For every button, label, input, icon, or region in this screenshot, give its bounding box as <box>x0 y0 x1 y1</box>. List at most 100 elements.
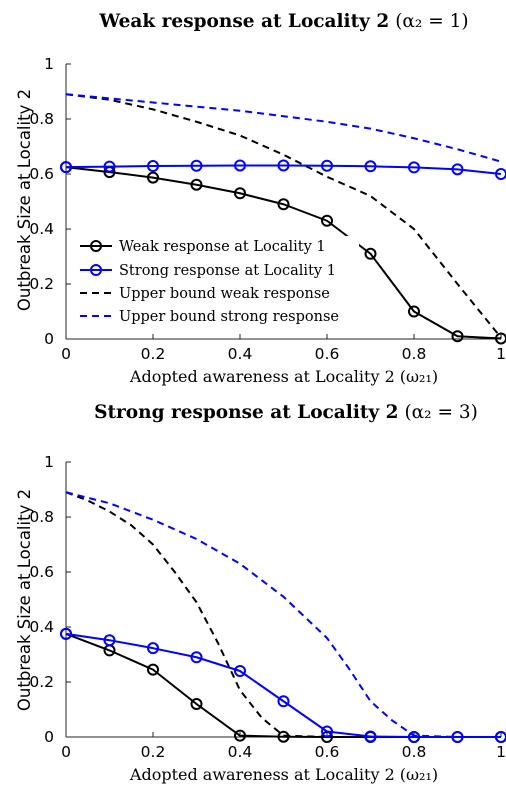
y-tick-label: 0.4 <box>29 618 54 636</box>
data-point <box>60 627 72 640</box>
series-1 <box>60 627 506 743</box>
data-point <box>321 159 333 172</box>
y-axis-label: Outbreak Size at Locality 2 <box>15 89 34 311</box>
data-point <box>277 198 290 211</box>
axes: 0 0.2 0.4 0.6 0.8 1 0 0.2 0.4 0.6 0.8 1 <box>29 55 506 363</box>
chart-title-main: Weak response at Locality 2 <box>98 11 389 32</box>
data-point <box>234 665 246 677</box>
series-2 <box>60 159 506 180</box>
y-tick-label: 0 <box>44 330 54 348</box>
data-point <box>147 160 159 173</box>
x-tick-label: 0.4 <box>228 345 253 363</box>
y-axis-label: Outbreak Size at Locality 2 <box>15 489 34 711</box>
x-tick-label: 0.2 <box>141 743 166 761</box>
data-point <box>60 161 72 174</box>
data-point <box>408 731 420 743</box>
axes: 0 0.2 0.4 0.6 0.8 1 0 0.2 0.4 0.6 0.8 1 <box>29 453 506 761</box>
series-line <box>65 632 501 738</box>
y-tick-label: 0.2 <box>29 673 54 691</box>
data-point <box>364 247 377 260</box>
series-4 <box>65 93 502 163</box>
data-point <box>147 171 159 184</box>
y-tick-label: 0.2 <box>29 275 54 293</box>
series-line <box>65 632 501 738</box>
data-point <box>495 332 506 345</box>
x-tick-label: 0.8 <box>402 743 427 761</box>
data-point <box>364 730 377 743</box>
legend-swatch-marker <box>90 264 102 276</box>
series-2 <box>60 627 506 743</box>
data-point <box>408 305 420 318</box>
data-point <box>321 725 333 738</box>
series-line <box>65 491 501 738</box>
chart-panel-weak: Weak response at Locality 2 (α₂ = 1) Outb… <box>15 11 506 386</box>
data-point <box>364 160 377 173</box>
data-point <box>321 214 333 227</box>
chart-title-math: (α₂ = 3) <box>404 402 477 423</box>
y-tick-label: 1 <box>44 453 54 471</box>
series-line <box>65 93 502 339</box>
y-tick-label: 0 <box>44 728 54 746</box>
series-line <box>65 164 502 175</box>
y-tick-label: 0.6 <box>29 563 54 581</box>
legend-label: Strong response at Locality 1 <box>119 263 336 279</box>
data-point <box>147 663 159 676</box>
x-tick-label: 0.6 <box>315 345 340 363</box>
y-tick-label: 0.6 <box>29 165 54 183</box>
legend-label: Upper bound strong response <box>119 309 339 325</box>
data-point <box>277 730 290 743</box>
x-tick-label: 0.4 <box>228 743 253 761</box>
x-tick-label: 0 <box>61 345 71 363</box>
series-line <box>65 166 502 340</box>
data-point <box>190 159 203 172</box>
y-tick-label: 0.4 <box>29 220 54 238</box>
x-axis-label-math: (ω₂₁) <box>400 367 438 386</box>
data-point <box>103 160 116 173</box>
legend: Weak response at Locality 1 Strong respo… <box>75 236 359 330</box>
x-axis-label: Adopted awareness at Locality 2 (ω₂₁) <box>129 765 438 784</box>
x-tick-label: 0 <box>61 743 71 761</box>
x-axis-label: Adopted awareness at Locality 2 (ω₂₁) <box>129 367 438 386</box>
data-point <box>451 330 464 343</box>
chart-panel-strong: Strong response at Locality 2 (α₂ = 3) Ou… <box>15 402 506 784</box>
data-point <box>234 187 246 200</box>
data-point <box>103 634 116 647</box>
data-point <box>408 161 420 174</box>
data-point <box>234 159 246 172</box>
legend-entry-4: Upper bound strong response <box>80 309 339 325</box>
chart-title: Strong response at Locality 2 (α₂ = 3) <box>94 402 478 423</box>
data-point <box>277 159 290 172</box>
chart-title: Weak response at Locality 2 (α₂ = 1) <box>98 11 468 32</box>
data-point <box>234 729 246 742</box>
series-3 <box>65 491 501 738</box>
data-point <box>495 168 506 180</box>
x-axis-label-main: Adopted awareness at Locality 2 <box>129 367 395 386</box>
chart-title-main: Strong response at Locality 2 <box>94 402 398 423</box>
series-line <box>65 491 501 738</box>
chart-title-math: (α₂ = 1) <box>395 11 468 32</box>
data-point <box>190 651 203 664</box>
legend-entry-2: Strong response at Locality 1 <box>80 263 336 279</box>
legend-swatch-marker <box>90 240 102 252</box>
data-point <box>190 178 203 191</box>
data-point <box>451 163 464 176</box>
x-tick-label: 0.8 <box>402 345 427 363</box>
x-axis-label-main: Adopted awareness at Locality 2 <box>129 765 395 784</box>
x-axis-label-math: (ω₂₁) <box>400 765 438 784</box>
legend-label: Weak response at Locality 1 <box>119 239 326 255</box>
y-tick-label: 1 <box>44 55 54 73</box>
y-tick-label: 0.8 <box>29 508 54 526</box>
series-line <box>65 93 502 163</box>
x-tick-label: 1 <box>496 345 506 363</box>
legend-entry-3: Upper bound weak response <box>80 286 330 302</box>
plot-area <box>60 491 506 743</box>
legend-label: Upper bound weak response <box>119 286 330 302</box>
x-tick-label: 1 <box>496 743 506 761</box>
data-point <box>147 642 159 655</box>
y-tick-label: 0.8 <box>29 110 54 128</box>
legend-entry-1: Weak response at Locality 1 <box>80 239 326 255</box>
x-tick-label: 0.6 <box>315 743 340 761</box>
series-3 <box>65 93 502 339</box>
data-point <box>190 698 203 710</box>
